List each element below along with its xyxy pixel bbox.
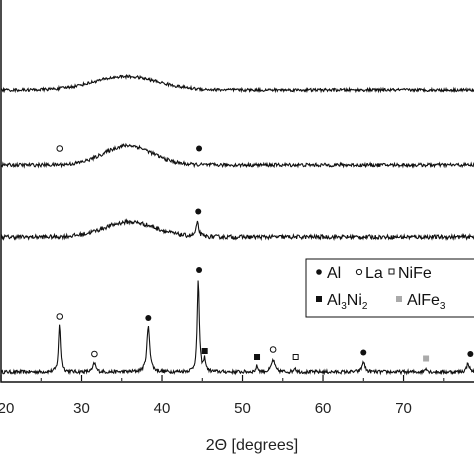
legend-alfe3-part-1: AlFe (407, 292, 440, 309)
legend-alfe3-part-2: 3 (440, 301, 446, 312)
legend-al3ni2-part-2: 3 (341, 301, 347, 312)
phase-marker-open-circle-s3-1 (56, 145, 64, 152)
phase-marker-open-circle-s1-7 (269, 346, 277, 353)
legend-al3ni2-part-4: 2 (362, 301, 368, 312)
phase-marker-filled-square-s1-6 (254, 354, 261, 360)
legend-al3ni2-part-3: Ni (347, 292, 362, 309)
phase-marker-filled-circle-s1-4 (196, 267, 203, 273)
phase-marker-filled-square-s1-5 (201, 348, 208, 354)
phase-marker-gray-square-s1-10 (423, 355, 430, 362)
legend-alfe3-label: AlFe3 (407, 292, 446, 312)
phase-marker-open-circle-s1-1 (56, 313, 64, 320)
legend-al-label: Al (327, 265, 341, 282)
phase-marker-filled-circle-s3-2 (196, 145, 203, 152)
legend-nife-marker (388, 268, 395, 275)
pattern-line-3 (0, 142, 474, 169)
x-tick-label-50: 50 (234, 400, 251, 417)
phase-marker-open-circle-s1-2 (91, 350, 98, 358)
legend-al3ni2-label: Al3Ni2 (327, 292, 368, 312)
phase-marker-filled-circle-s2-1 (195, 208, 202, 215)
phase-marker-filled-circle-s1-9 (360, 349, 367, 356)
legend-nife-label: NiFe (398, 265, 432, 282)
legend-la-label: La (365, 265, 383, 282)
phase-marker-filled-circle-s1-3 (145, 315, 152, 321)
phase-marker-filled-circle-s1-11 (467, 351, 474, 357)
series-layer (0, 74, 474, 376)
pattern-line-4 (0, 74, 474, 94)
pattern-line-1 (0, 280, 474, 376)
x-axis-label: 2Θ [degrees] (206, 437, 299, 454)
x-tick-label-40: 40 (154, 400, 171, 417)
marker-layer (56, 145, 474, 362)
legend-al3ni2-marker (316, 296, 322, 302)
legend-alfe3-marker (396, 296, 402, 302)
plot-frame (0, 0, 474, 383)
pattern-line-2 (0, 218, 474, 241)
x-axis-ticks: 20 30 40 50 60 70 (0, 375, 445, 417)
x-tick-label-30: 30 (73, 400, 90, 417)
legend-la-marker (355, 268, 363, 276)
x-tick-label-70: 70 (395, 400, 412, 417)
x-tick-label-20: 20 (0, 400, 14, 417)
x-tick-label-60: 60 (315, 400, 332, 417)
legend: Al La NiFe Al3Ni2 AlFe3 (305, 258, 474, 318)
legend-al-marker (316, 269, 322, 275)
legend-al3ni2-part-1: Al (327, 292, 341, 309)
phase-marker-open-square-s1-8 (292, 354, 299, 360)
